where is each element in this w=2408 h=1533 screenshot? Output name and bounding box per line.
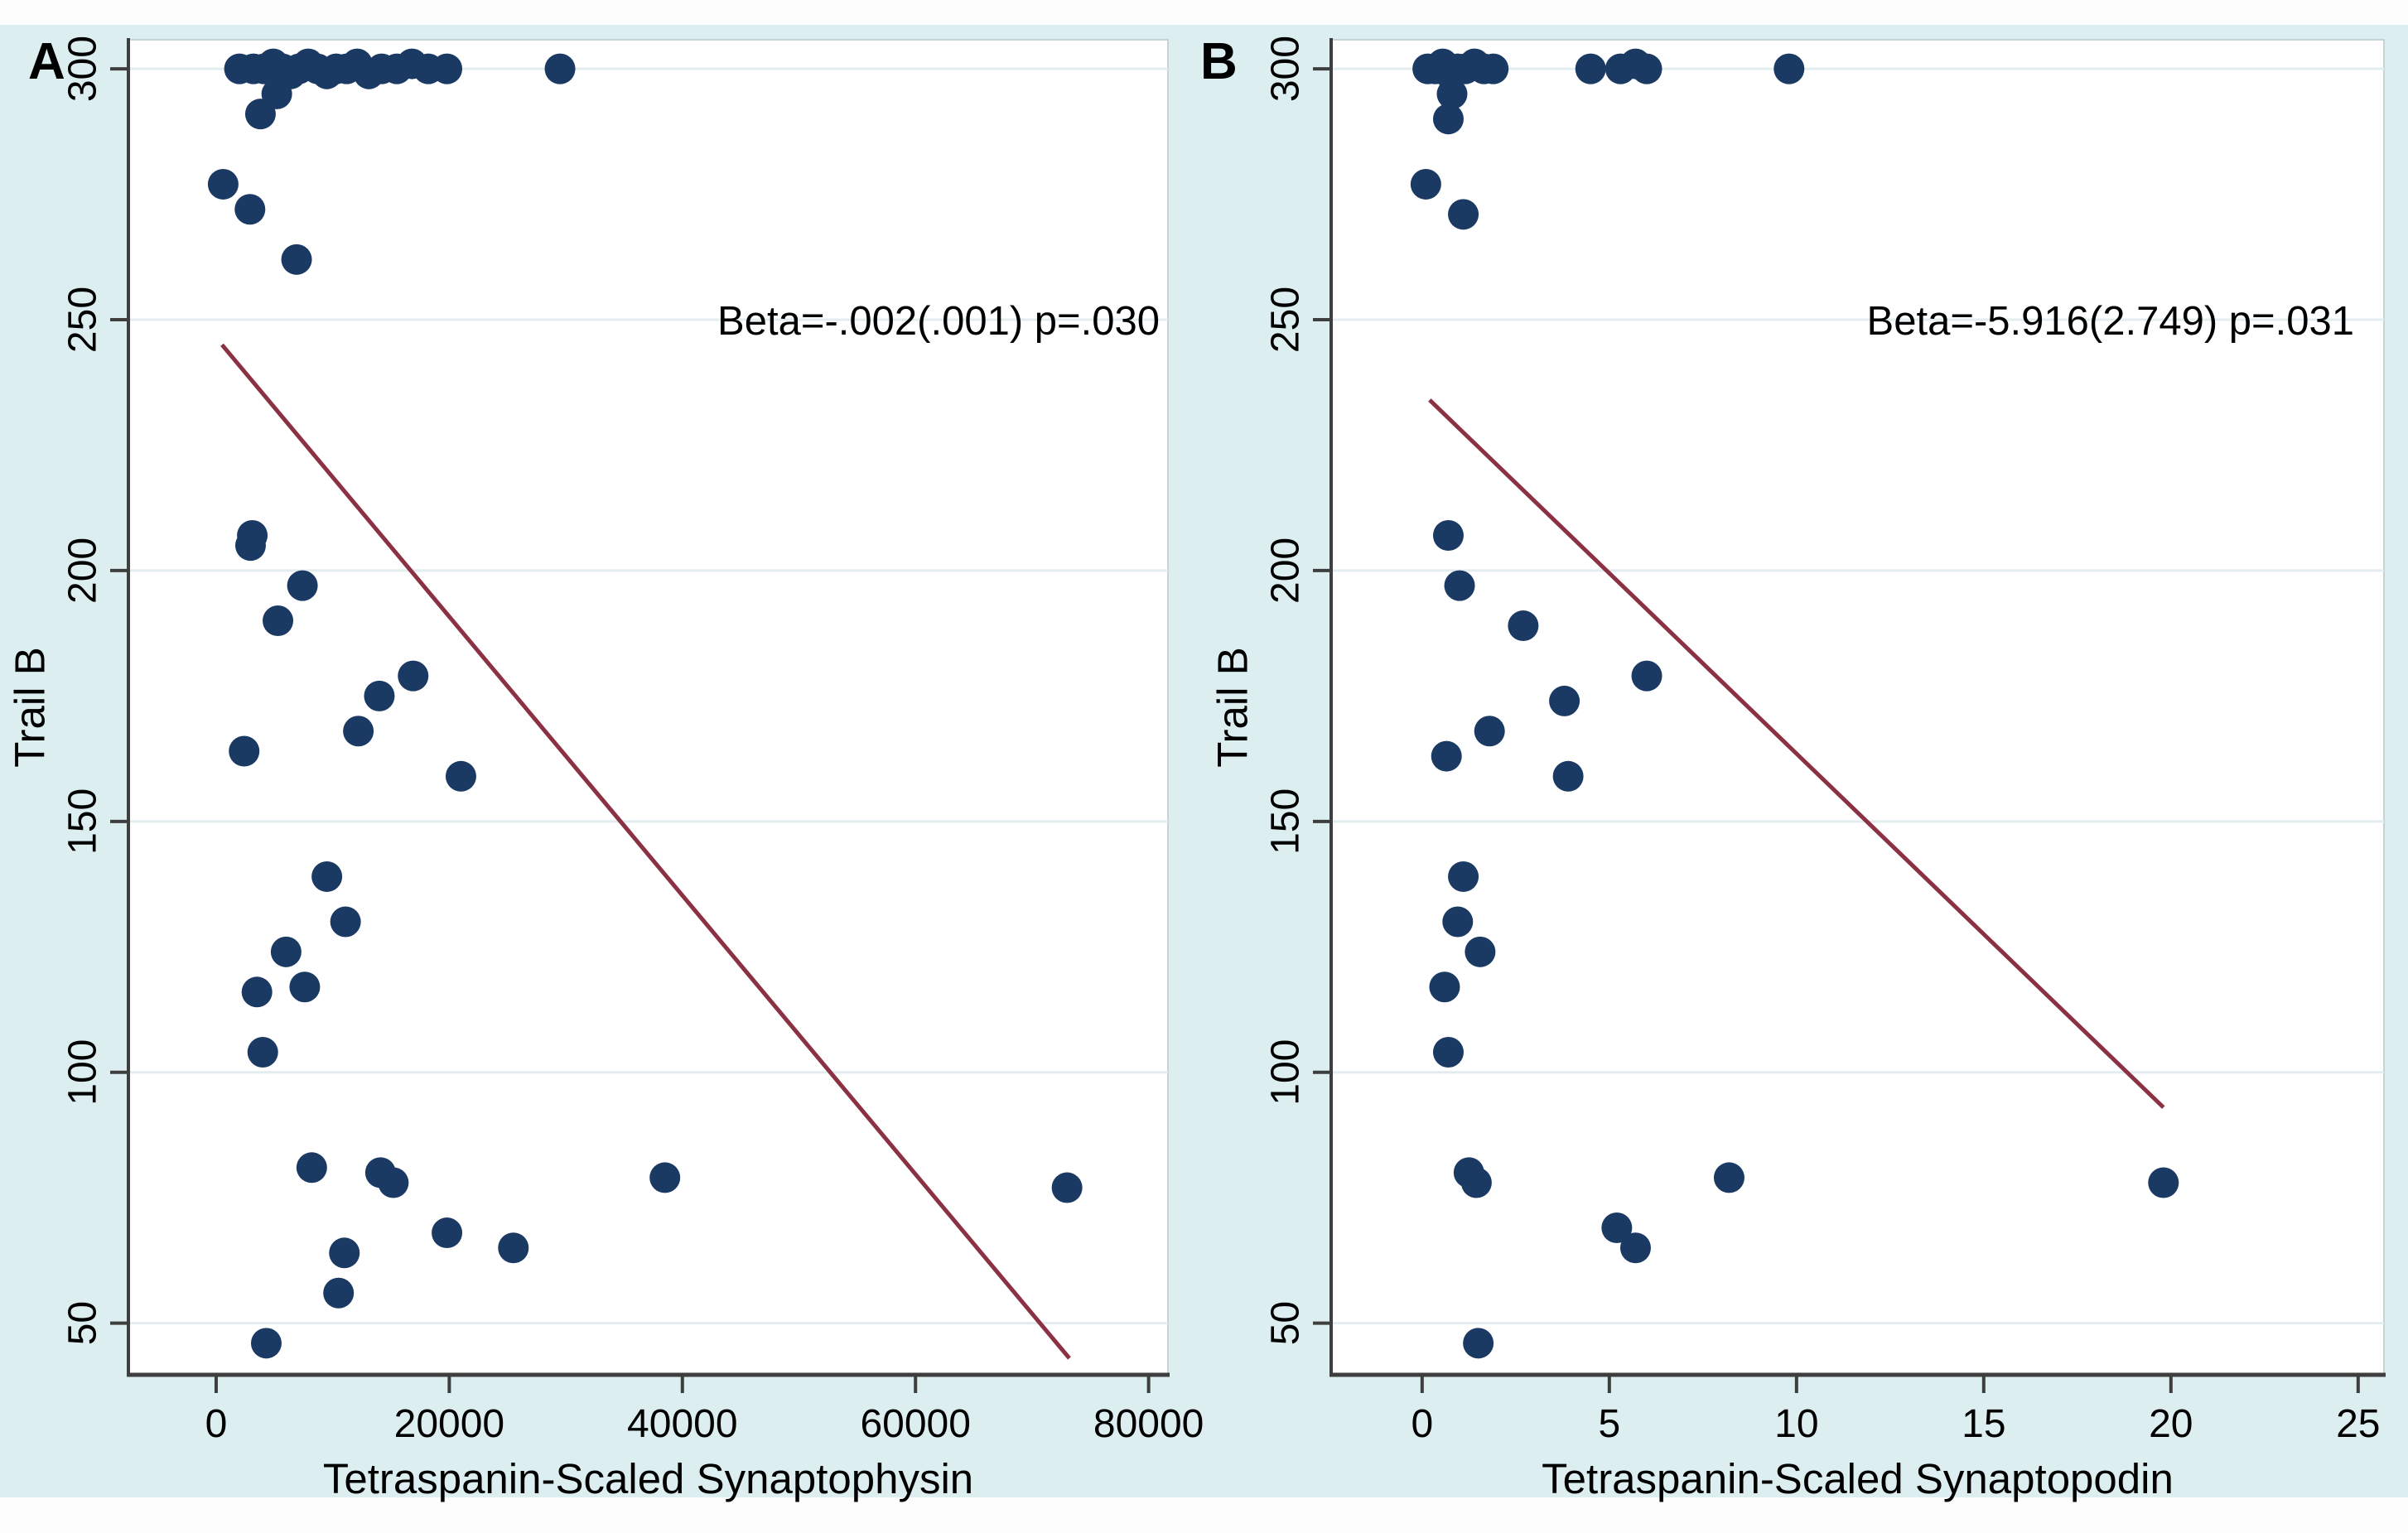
fit-line xyxy=(220,343,1071,1360)
data-point xyxy=(207,168,239,200)
x-tick-label: 60000 xyxy=(860,1402,970,1446)
y-tick-label: 300 xyxy=(1264,36,1308,102)
x-tick-label: 5 xyxy=(1598,1402,1620,1446)
panel-b-label: B xyxy=(1200,33,1238,90)
y-tick-label: 200 xyxy=(1264,538,1308,604)
data-point xyxy=(250,1328,282,1359)
data-point xyxy=(281,243,312,275)
data-point xyxy=(1552,760,1584,792)
x-tick-label: 80000 xyxy=(1093,1402,1204,1446)
y-tick-label: 50 xyxy=(1264,1301,1308,1345)
figure-top-margin xyxy=(0,0,2408,25)
data-point xyxy=(544,53,576,84)
x-tick-label: 20 xyxy=(2149,1402,2193,1446)
data-point xyxy=(1432,520,1464,552)
data-point xyxy=(445,760,476,792)
fit-line xyxy=(1428,398,2165,1109)
data-point xyxy=(1429,971,1460,1003)
data-point xyxy=(1442,906,1474,938)
panel-a-x-axis-title: Tetraspanin-Scaled Synaptophysin xyxy=(322,1455,974,1502)
data-point xyxy=(1549,685,1580,716)
y-tick-label: 150 xyxy=(1264,788,1308,855)
y-tick-label: 250 xyxy=(61,287,105,353)
data-point xyxy=(1051,1172,1083,1203)
panel-a-plot-area: 50 100 150 200 250 300 0 20000 40000 60000 80000 xyxy=(61,36,1204,1446)
data-point xyxy=(398,660,429,692)
data-point xyxy=(1631,660,1662,692)
data-point xyxy=(1436,78,1468,109)
data-point xyxy=(1431,740,1462,772)
y-tick-label: 150 xyxy=(61,788,105,855)
panel-b-y-axis-title: Trail B xyxy=(1209,647,1257,768)
data-point xyxy=(241,976,273,1008)
data-point xyxy=(1444,570,1475,601)
data-point xyxy=(432,1217,463,1249)
x-tick-label: 15 xyxy=(1962,1402,2005,1446)
data-point xyxy=(330,906,361,938)
y-tick-label: 200 xyxy=(61,538,105,604)
panel-a-y-axis-title: Trail B xyxy=(6,647,54,768)
y-tick-label: 50 xyxy=(61,1301,105,1345)
data-point xyxy=(1460,1167,1492,1198)
data-point xyxy=(1601,1212,1633,1244)
data-point xyxy=(296,1152,327,1183)
plot-box xyxy=(128,39,1169,1376)
data-point xyxy=(323,1277,355,1309)
data-point xyxy=(1432,1036,1464,1068)
data-point xyxy=(1465,936,1496,967)
data-point xyxy=(378,1167,409,1198)
panel-b-beta-annotation: Beta=-5.916(2.749) p=.031 xyxy=(1866,299,2354,344)
data-point xyxy=(244,99,276,130)
data-point xyxy=(234,530,266,562)
data-point xyxy=(1508,610,1539,642)
data-point xyxy=(263,605,294,637)
x-tick-label: 40000 xyxy=(627,1402,737,1446)
panel-a-beta-annotation: Beta=-.002(.001) p=.030 xyxy=(717,299,1160,344)
data-point xyxy=(1631,53,1662,84)
data-point xyxy=(1448,861,1479,892)
data-point xyxy=(270,936,302,967)
data-point xyxy=(1432,104,1464,135)
x-tick-label: 10 xyxy=(1774,1402,1818,1446)
data-point xyxy=(1474,716,1505,747)
figure-bottom-margin xyxy=(0,1497,2408,1533)
data-point xyxy=(343,716,374,747)
data-point xyxy=(1713,1162,1744,1193)
y-tick-label: 100 xyxy=(1264,1039,1308,1106)
panel-b-plot-area: 50 100 150 200 250 300 0 5 10 15 20 25 xyxy=(1264,36,2386,1446)
data-point xyxy=(329,1237,360,1269)
x-tick-label: 0 xyxy=(205,1402,228,1446)
data-point xyxy=(234,194,266,225)
data-point xyxy=(229,735,260,767)
data-point xyxy=(1773,53,1805,84)
plot-box xyxy=(1330,39,2385,1376)
data-point xyxy=(1448,199,1479,230)
data-point xyxy=(1410,168,1441,200)
x-tick-label: 20000 xyxy=(394,1402,504,1446)
x-tick-label: 25 xyxy=(2336,1402,2380,1446)
data-point xyxy=(311,861,343,892)
data-point xyxy=(1619,1232,1651,1264)
y-tick-label: 250 xyxy=(1264,287,1308,353)
data-point xyxy=(364,680,395,711)
data-point xyxy=(1463,1328,1494,1359)
data-point xyxy=(498,1232,529,1264)
y-tick-label: 300 xyxy=(61,36,105,102)
data-point xyxy=(1575,53,1606,84)
data-point xyxy=(247,1036,278,1068)
x-tick-label: 0 xyxy=(1411,1402,1433,1446)
data-point xyxy=(432,53,463,84)
data-point xyxy=(289,971,321,1003)
data-point xyxy=(287,570,318,601)
data-point xyxy=(1478,53,1509,84)
panel-b-x-axis-title: Tetraspanin-Scaled Synaptopodin xyxy=(1542,1455,2174,1502)
y-tick-label: 100 xyxy=(61,1039,105,1106)
data-point xyxy=(2148,1167,2179,1198)
data-point xyxy=(649,1162,681,1193)
panel-a-label: A xyxy=(28,33,65,90)
